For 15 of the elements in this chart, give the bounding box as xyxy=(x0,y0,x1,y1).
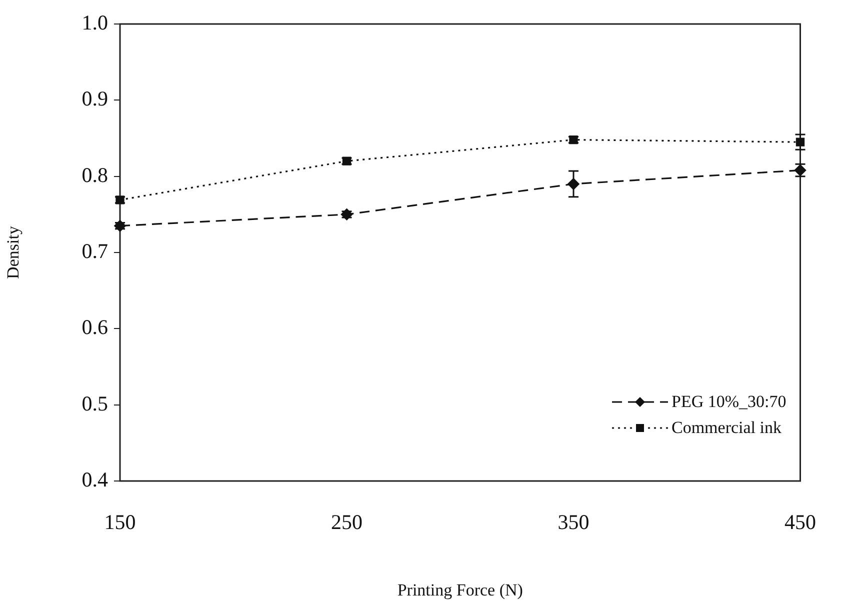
x-tick-label: 250 xyxy=(331,510,362,534)
y-tick-label: 0.7 xyxy=(82,239,108,264)
y-tick-label: 0.4 xyxy=(82,468,108,492)
legend-label: Commercial ink xyxy=(672,417,782,439)
y-tick-label: 1.0 xyxy=(82,10,108,35)
x-tick-label: 350 xyxy=(558,510,590,534)
x-axis-title: Printing Force (N) xyxy=(397,580,523,600)
x-tick-label: 450 xyxy=(784,510,816,534)
legend-label: PEG 10%_30:70 xyxy=(672,391,786,413)
y-tick-label: 0.6 xyxy=(82,315,108,340)
y-tick-label: 0.5 xyxy=(82,391,108,416)
y-tick-label: 0.8 xyxy=(82,162,108,187)
y-axis-title: Density xyxy=(4,226,23,279)
y-tick-label: 0.9 xyxy=(82,86,108,111)
x-tick-label: 150 xyxy=(104,510,136,534)
